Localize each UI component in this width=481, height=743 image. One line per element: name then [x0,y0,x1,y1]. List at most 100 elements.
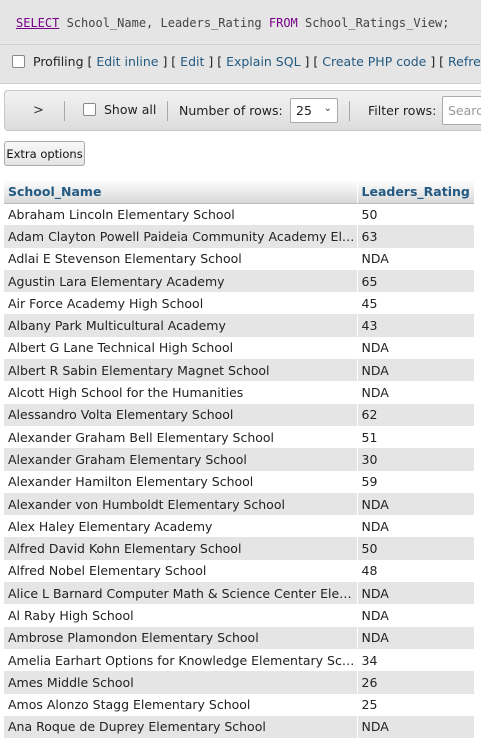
sql-query-text[interactable]: SELECT School_Name, Leaders_Rating FROM … [16,16,450,30]
bracket-sep-2: ] [ [204,54,227,69]
leaders-rating-cell[interactable]: 65 [356,269,474,293]
nav-divider [167,101,168,121]
school-name-cell[interactable]: Ana Roque de Duprey Elementary School [4,715,357,739]
leaders-rating-cell[interactable]: 63 [356,225,474,248]
refresh-link[interactable]: Refresh [448,54,481,69]
leaders-rating-cell[interactable]: 59 [356,470,474,493]
table-row[interactable]: Alexander Graham Elementary School 30 [4,448,474,471]
leaders-rating-cell[interactable]: NDA [356,336,474,360]
sql-query-box: SELECT School_Name, Leaders_Rating FROM … [0,0,481,84]
next-page-button[interactable]: > [33,103,44,118]
sql-from-keyword: FROM [268,16,298,30]
leaders-rating-cell[interactable]: 45 [356,292,474,315]
leaders-rating-cell[interactable]: 34 [356,648,474,672]
school-name-cell[interactable]: Alexander Graham Bell Elementary School [4,425,357,449]
school-name-cell[interactable]: Albert G Lane Technical High School [4,336,357,360]
leaders-rating-cell[interactable]: 50 [356,203,474,226]
leaders-rating-cell[interactable]: NDA [356,492,474,516]
table-row[interactable]: Abraham Lincoln Elementary School 50 [4,203,474,226]
leaders-rating-cell[interactable]: NDA [356,515,474,538]
table-row[interactable]: Air Force Academy High School 45 [4,292,474,315]
show-all-checkbox[interactable] [83,103,96,116]
school-name-cell[interactable]: Ames Middle School [4,671,357,694]
school-name-cell[interactable]: Alexander von Humboldt Elementary School [4,492,357,516]
filter-rows-input[interactable]: Search this table [442,96,481,125]
table-row[interactable]: Albert G Lane Technical High School NDA [4,336,474,360]
table-row[interactable]: Amelia Earhart Options for Knowledge Ele… [4,648,474,672]
table-row[interactable]: Alfred Nobel Elementary School 48 [4,559,474,583]
leaders-rating-cell[interactable]: 48 [356,559,474,583]
leaders-rating-cell[interactable]: 51 [356,425,474,449]
table-row[interactable]: Alcott High School for the Humanities NDA [4,381,474,404]
create-php-code-link[interactable]: Create PHP code [322,54,427,69]
school-name-cell[interactable]: Alfred Nobel Elementary School [4,559,357,583]
school-name-cell[interactable]: Alessandro Volta Elementary School [4,403,357,426]
leaders-rating-cell[interactable]: NDA [356,381,474,404]
school-name-cell[interactable]: Albert R Sabin Elementary Magnet School [4,359,357,382]
school-name-cell[interactable]: Alcott High School for the Humanities [4,381,357,404]
table-row[interactable]: Ana Roque de Duprey Elementary School NDA [4,715,474,739]
table-row[interactable]: Alice L Barnard Computer Math & Science … [4,582,474,605]
leaders-rating-cell[interactable]: NDA [356,626,474,649]
column-header-leaders-rating[interactable]: Leaders_Rating [356,180,474,204]
school-name-cell[interactable]: Al Raby High School [4,604,357,627]
leaders-rating-cell[interactable]: NDA [356,247,474,270]
leaders-rating-cell[interactable]: 26 [356,671,474,694]
leaders-rating-cell[interactable]: 25 [356,693,474,716]
table-row[interactable]: Alessandro Volta Elementary School 62 [4,403,474,426]
table-row[interactable]: Alfred David Kohn Elementary School 50 [4,537,474,560]
table-row[interactable]: Alex Haley Elementary Academy NDA [4,515,474,538]
school-name-cell[interactable]: Alice L Barnard Computer Math & Science … [4,582,357,605]
school-name-cell[interactable]: Albany Park Multicultural Academy [4,314,357,337]
school-name-cell[interactable]: Amelia Earhart Options for Knowledge Ele… [4,648,357,672]
extra-options-button[interactable]: Extra options [4,141,85,166]
table-row[interactable]: Albert R Sabin Elementary Magnet School N… [4,359,474,382]
school-name-cell[interactable]: Alfred David Kohn Elementary School [4,537,357,560]
leaders-rating-cell[interactable]: 43 [356,314,474,337]
leaders-rating-cell[interactable]: NDA [356,715,474,739]
school-name-cell[interactable]: Agustin Lara Elementary Academy [4,269,357,293]
school-name-cell[interactable]: Ambrose Plamondon Elementary School [4,626,357,649]
table-row[interactable]: Ambrose Plamondon Elementary School NDA [4,626,474,649]
show-all-label: Show all [104,102,157,117]
edit-link[interactable]: Edit [180,54,205,69]
school-name-cell[interactable]: Alexander Hamilton Elementary School [4,470,357,493]
school-name-cell[interactable]: Alex Haley Elementary Academy [4,515,357,538]
table-row[interactable]: Al Raby High School NDA [4,604,474,627]
number-of-rows-label: Number of rows: [179,103,283,118]
table-row[interactable]: Alexander Graham Bell Elementary School 5… [4,425,474,449]
leaders-rating-cell[interactable]: 62 [356,403,474,426]
results-table: School_Name Leaders_Rating Abraham Linco… [4,180,474,739]
table-row[interactable]: Amos Alonzo Stagg Elementary School 25 [4,693,474,716]
table-row[interactable]: Agustin Lara Elementary Academy 65 [4,269,474,293]
table-row[interactable]: Alexander von Humboldt Elementary School… [4,492,474,516]
sql-select-keyword[interactable]: SELECT [16,16,60,30]
profiling-bar: Profiling [ Edit inline ] [ Edit ] [ Exp… [12,54,481,69]
school-name-cell[interactable]: Air Force Academy High School [4,292,357,315]
school-name-cell[interactable]: Adlai E Stevenson Elementary School [4,247,357,270]
profiling-label: Profiling [33,54,84,69]
table-row[interactable]: Adam Clayton Powell Paideia Community Ac… [4,225,474,248]
leaders-rating-cell[interactable]: NDA [356,582,474,605]
school-name-cell[interactable]: Alexander Graham Elementary School [4,448,357,471]
school-name-cell[interactable]: Amos Alonzo Stagg Elementary School [4,693,357,716]
table-row[interactable]: Alexander Hamilton Elementary School 59 [4,470,474,493]
table-row[interactable]: Ames Middle School 26 [4,671,474,694]
show-all-control[interactable]: Show all [83,102,156,117]
column-header-school-name[interactable]: School_Name [4,180,357,204]
leaders-rating-cell[interactable]: NDA [356,359,474,382]
school-name-cell[interactable]: Abraham Lincoln Elementary School [4,203,357,226]
sql-view-name: School_Ratings_View; [297,16,450,30]
sql-columns: School_Name, Leaders_Rating [59,16,269,30]
leaders-rating-cell[interactable]: 50 [356,537,474,560]
profiling-checkbox[interactable] [12,55,25,68]
leaders-rating-cell[interactable]: NDA [356,604,474,627]
table-row[interactable]: Albany Park Multicultural Academy 43 [4,314,474,337]
number-of-rows-select[interactable]: 25 ⌄ [290,98,338,123]
table-row[interactable]: Adlai E Stevenson Elementary School NDA [4,247,474,270]
school-name-cell[interactable]: Adam Clayton Powell Paideia Community Ac… [4,225,357,248]
explain-sql-link[interactable]: Explain SQL [226,54,301,69]
edit-inline-link[interactable]: Edit inline [96,54,159,69]
leaders-rating-cell[interactable]: 30 [356,448,474,471]
chevron-down-icon: ⌄ [323,103,332,114]
